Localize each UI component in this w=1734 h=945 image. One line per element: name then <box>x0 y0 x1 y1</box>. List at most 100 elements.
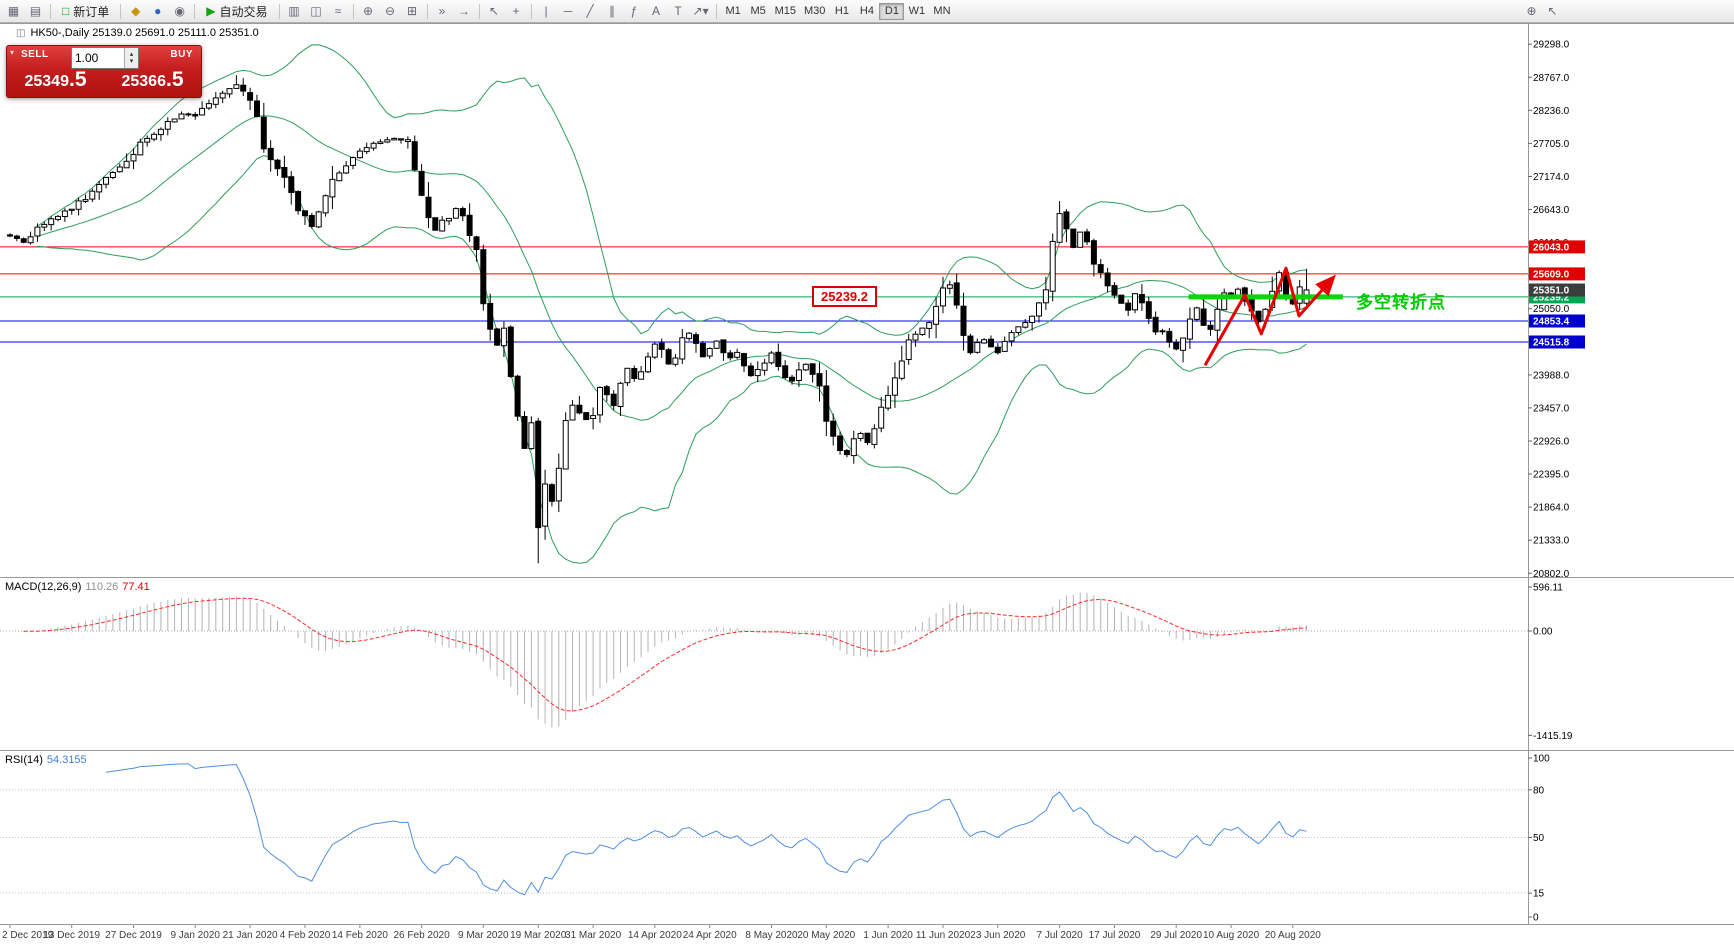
price-tag: 24515.8 <box>1529 335 1585 349</box>
candle-body <box>123 160 130 169</box>
candle-body <box>1097 264 1104 274</box>
candle-body <box>823 385 830 422</box>
timeframe-button-d1[interactable]: D1 <box>879 2 905 20</box>
navigator-button[interactable]: ● <box>147 2 168 21</box>
timeframe-button-m5[interactable]: M5 <box>746 3 771 20</box>
trendline-icon: ╱ <box>586 4 594 18</box>
date-label: 7 Jul 2020 <box>1037 930 1084 941</box>
candle-body <box>322 195 329 214</box>
spinner-down-icon[interactable]: ▾ <box>129 58 134 65</box>
line-chart-button[interactable]: ≈ <box>328 2 349 21</box>
macd-value: 110.26 <box>85 581 119 593</box>
candle-body <box>466 214 473 237</box>
timeframe-button-m1[interactable]: M1 <box>721 3 746 20</box>
profiles-button[interactable]: ▤ <box>25 2 46 21</box>
navigator-icon: ● <box>154 4 162 18</box>
candle-body <box>857 433 864 439</box>
date-label: 23 Jun 2020 <box>970 930 1025 941</box>
candle-body <box>356 150 363 159</box>
macd-scale-label: -1415.19 <box>1533 731 1573 742</box>
tile-windows-button[interactable]: ⊞ <box>402 2 423 21</box>
rsi-scale-label: 100 <box>1533 754 1550 765</box>
rsi-scale-label: 50 <box>1533 833 1545 844</box>
horizontal-line-tool-button[interactable]: ─ <box>558 2 579 21</box>
candlestick-chart-button[interactable]: ◫ <box>306 2 327 21</box>
candle-body <box>89 190 96 200</box>
trendline-tool-button[interactable]: ╱ <box>580 2 601 21</box>
candle-body <box>514 375 521 417</box>
turning-point-label[interactable]: 多空转折点 <box>1356 293 1446 312</box>
candle-body <box>651 343 658 358</box>
channel-tool-button[interactable]: ∥ <box>602 2 623 21</box>
candle-body <box>1255 310 1262 323</box>
bollinger-upper-band <box>37 44 1307 336</box>
candle-body <box>645 356 651 373</box>
text-tool-button[interactable]: A <box>646 2 667 21</box>
toolbar-separator <box>530 3 532 19</box>
candle-body <box>1077 231 1084 248</box>
timeframe-button-h1[interactable]: H1 <box>829 3 854 20</box>
arrows-tool-button[interactable]: ↗ ▾ <box>690 2 712 21</box>
profiles-icon: ▤ <box>29 4 42 18</box>
candle-body <box>617 382 624 407</box>
bollinger-middle-band <box>37 115 1307 421</box>
candle-body <box>919 327 926 336</box>
price-scale-label: 25050.0 <box>1533 304 1570 315</box>
timeframe-button-m15[interactable]: M15 <box>771 3 800 20</box>
price-scale-label: 26643.0 <box>1533 205 1570 216</box>
macd-signal-value: 77.41 <box>122 581 150 593</box>
candle-body <box>55 215 61 220</box>
spinner-up-icon[interactable]: ▴ <box>129 51 134 58</box>
candlestick-series <box>7 75 1310 564</box>
autotrading-button[interactable]: ▶ 自动交易 <box>199 2 274 21</box>
price-scale-label: 27705.0 <box>1533 139 1570 150</box>
chart-title-text: HK50-,Daily 25139.0 25691.0 25111.0 2535… <box>30 27 259 39</box>
candle-body <box>583 412 590 421</box>
chart-rect <box>1529 335 1585 349</box>
price-callout-box[interactable]: 25239.2 <box>812 286 877 307</box>
timeframe-button-m30[interactable]: M30 <box>800 3 829 20</box>
bar-chart-button[interactable]: ▥ <box>284 2 305 21</box>
candle-body <box>130 153 137 162</box>
fibonacci-tool-button[interactable]: ƒ <box>624 2 645 21</box>
candle-body <box>75 200 82 210</box>
volume-spinner[interactable]: ▴ ▾ <box>124 48 138 68</box>
toolbar-separator <box>120 3 122 19</box>
candle-body <box>1186 318 1193 340</box>
buy-button[interactable]: BUY 25366.5 <box>104 45 202 98</box>
terminal-button[interactable]: ◉ <box>169 2 190 21</box>
chart-shift-button[interactable]: → <box>454 2 475 21</box>
zigzag-annotation[interactable] <box>1203 266 1336 367</box>
sell-price: 25349.5 <box>7 68 104 92</box>
pointer-edit-button[interactable]: ↖ <box>1542 2 1563 21</box>
candle-body <box>473 236 480 250</box>
crosshair-tool-button[interactable]: + <box>506 2 527 21</box>
channel-icon: ∥ <box>609 4 616 18</box>
date-label: 14 Apr 2020 <box>628 930 682 941</box>
cursor-tool-button[interactable]: ↖ <box>484 2 505 21</box>
market-watch-button[interactable]: ◆ <box>125 2 146 21</box>
zoom-in-button[interactable]: ⊕ <box>358 2 379 21</box>
volume-box: ▴ ▾ <box>71 47 139 69</box>
date-label: 4 Feb 2020 <box>280 930 331 941</box>
toolbar-separator <box>715 3 717 19</box>
new-order-button[interactable]: □ 新订单 <box>55 2 116 21</box>
timeframe-button-h4[interactable]: H4 <box>854 3 879 20</box>
label-tool-button[interactable]: T <box>668 2 689 21</box>
date-label: 14 Feb 2020 <box>332 930 389 941</box>
magnifier-button[interactable]: ⊕ <box>1521 2 1542 21</box>
timeframe-button-mn[interactable]: MN <box>929 3 954 20</box>
timeframe-button-w1[interactable]: W1 <box>904 3 929 20</box>
main-toolbar: ▦ ▤ □ 新订单 ◆ ● ◉ ▶ 自动交易 ▥ ◫ ≈ ⊕ ⊖ ⊞ » → ↖… <box>0 0 1734 23</box>
zoom-out-button[interactable]: ⊖ <box>380 2 401 21</box>
vertical-line-tool-button[interactable]: | <box>536 2 557 21</box>
new-chart-button[interactable]: ▦ <box>3 2 24 21</box>
chart-shift-icon: → <box>458 4 471 18</box>
candle-body <box>878 406 885 429</box>
candle-body <box>13 235 20 239</box>
auto-scroll-button[interactable]: » <box>432 2 453 21</box>
candle-body <box>734 351 741 358</box>
candle-body <box>1090 240 1097 265</box>
volume-input[interactable] <box>72 48 124 68</box>
